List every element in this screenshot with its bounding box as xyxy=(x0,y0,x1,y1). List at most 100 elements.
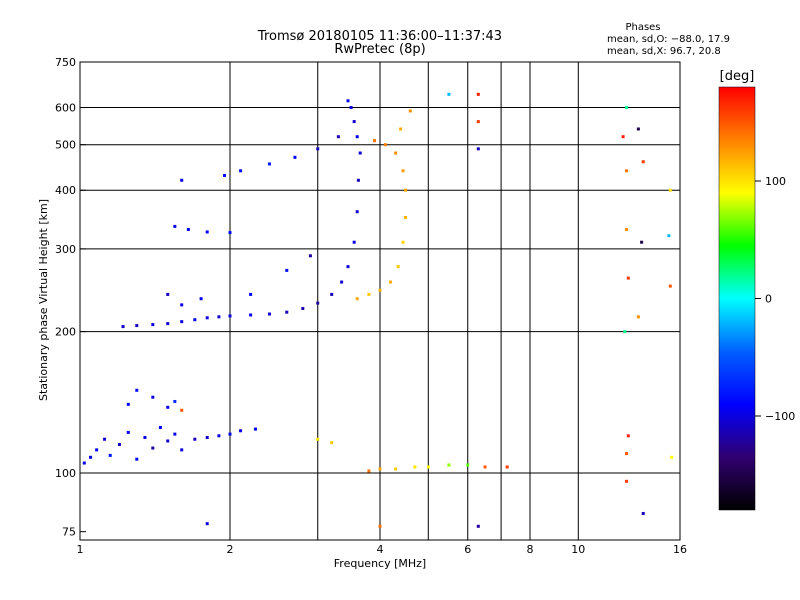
data-point xyxy=(89,455,93,459)
data-point xyxy=(228,432,232,436)
data-point xyxy=(668,188,672,192)
data-point xyxy=(505,465,509,469)
x-axis-label: Frequency [MHz] xyxy=(334,557,426,570)
data-point xyxy=(476,120,480,124)
colorbar-tick-label: −100 xyxy=(765,410,795,423)
data-point xyxy=(239,169,243,173)
points-layer xyxy=(82,92,674,528)
data-point xyxy=(426,465,430,469)
data-point xyxy=(316,437,320,441)
data-point xyxy=(249,313,253,317)
data-point xyxy=(82,461,86,465)
data-point xyxy=(103,437,107,441)
data-point xyxy=(166,439,170,443)
data-point xyxy=(199,297,203,301)
data-point xyxy=(166,322,170,326)
x-ticks: 1 2 4 6 8 10 16 xyxy=(77,543,688,556)
data-point xyxy=(308,254,312,258)
data-point xyxy=(352,240,356,244)
data-point xyxy=(476,147,480,151)
colorbar-label: [deg] xyxy=(720,69,755,84)
data-point xyxy=(401,169,405,173)
data-point xyxy=(126,430,130,434)
data-point xyxy=(356,178,360,182)
data-point xyxy=(476,524,480,528)
data-point xyxy=(670,455,674,459)
data-point xyxy=(378,524,382,528)
data-point xyxy=(355,135,359,139)
colorbar-ticks: 100 0 −100 xyxy=(755,175,795,423)
data-point xyxy=(389,280,393,284)
data-point xyxy=(267,312,271,316)
data-point xyxy=(378,467,382,471)
data-point xyxy=(408,109,412,113)
data-point xyxy=(447,92,451,96)
data-point xyxy=(316,147,320,151)
data-point xyxy=(349,106,353,110)
data-point xyxy=(193,437,197,441)
x-tick-label: 10 xyxy=(571,543,585,556)
data-point xyxy=(180,320,184,324)
data-point xyxy=(223,173,227,177)
y-tick-label: 300 xyxy=(55,243,76,256)
data-point xyxy=(249,292,253,296)
data-point xyxy=(621,135,625,139)
data-point xyxy=(239,429,243,433)
data-point xyxy=(166,292,170,296)
data-point xyxy=(108,453,112,457)
data-point xyxy=(135,324,139,328)
x-tick-label: 1 xyxy=(77,543,84,556)
y-tick-label: 400 xyxy=(55,184,76,197)
y-tick-label: 75 xyxy=(62,526,76,539)
data-point xyxy=(135,388,139,392)
data-point xyxy=(641,511,645,515)
data-point xyxy=(367,292,371,296)
colorbar xyxy=(718,86,756,511)
data-point xyxy=(636,127,640,131)
data-point xyxy=(396,265,400,269)
data-point xyxy=(205,522,209,526)
data-point xyxy=(217,434,221,438)
data-point xyxy=(399,127,403,131)
data-point xyxy=(173,432,177,436)
colorbar-tick-label: 100 xyxy=(765,175,786,188)
data-point xyxy=(403,215,407,219)
data-point xyxy=(640,240,644,244)
data-point xyxy=(135,457,139,461)
data-point xyxy=(267,162,271,166)
y-tick-label: 750 xyxy=(55,56,76,69)
info-line-x: mean, sd,X: 96.7, 20.8 xyxy=(607,46,721,57)
data-point xyxy=(228,231,232,235)
data-point xyxy=(180,178,184,182)
data-point xyxy=(253,427,257,431)
y-tick-label: 200 xyxy=(55,326,76,339)
info-line-o: mean, sd,O: −88.0, 17.9 xyxy=(607,34,730,45)
y-tick-label: 100 xyxy=(55,467,76,480)
data-point xyxy=(394,467,398,471)
data-point xyxy=(355,297,359,301)
data-point xyxy=(180,303,184,307)
data-point xyxy=(151,323,155,327)
data-point xyxy=(476,92,480,96)
x-tick-label: 6 xyxy=(464,543,471,556)
y-axis-label: Stationary phase Virtual Height [km] xyxy=(37,199,50,401)
data-point xyxy=(228,314,232,318)
y-tick-label: 600 xyxy=(55,102,76,115)
x-tick-label: 2 xyxy=(227,543,234,556)
data-point xyxy=(355,210,359,214)
data-point xyxy=(625,106,629,110)
data-point xyxy=(95,448,99,452)
y-tick-label: 500 xyxy=(55,139,76,152)
chart-title: Tromsø 20180105 11:36:00–11:37:43 xyxy=(257,29,502,44)
data-point xyxy=(625,452,629,456)
data-point xyxy=(330,292,334,296)
data-point xyxy=(466,463,470,467)
data-point xyxy=(641,160,645,164)
data-point xyxy=(626,434,630,438)
data-point xyxy=(625,479,629,483)
data-point xyxy=(413,465,417,469)
data-point xyxy=(352,120,356,124)
data-point xyxy=(173,399,177,403)
data-point xyxy=(205,436,209,440)
